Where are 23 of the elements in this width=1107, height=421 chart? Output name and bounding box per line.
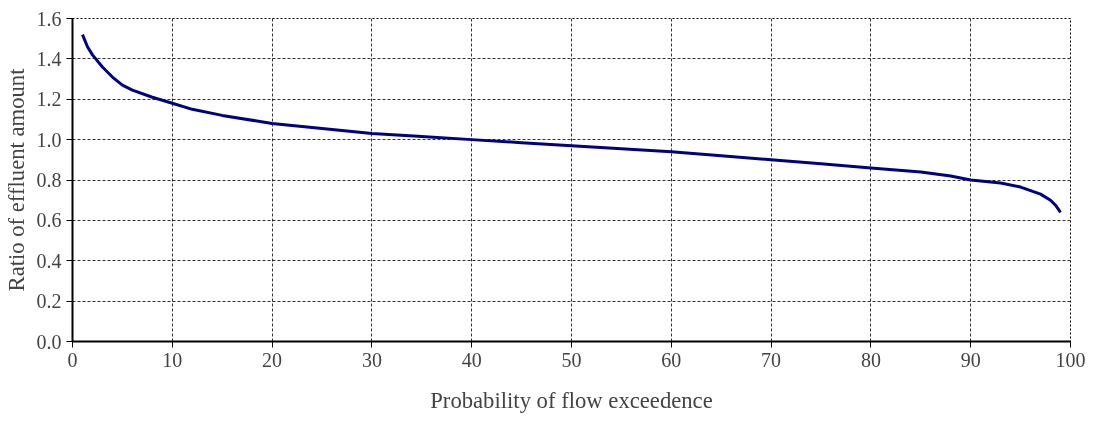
y-tick-label: 0.2 [36, 290, 62, 313]
y-tick-label: 1.0 [36, 128, 62, 151]
y-tick-label: 1.4 [36, 47, 62, 70]
x-tick-label: 0 [67, 348, 78, 371]
y-tick-label: 1.2 [36, 88, 62, 111]
x-tick-label: 30 [361, 348, 382, 371]
x-tick-label: 20 [262, 348, 283, 371]
x-tick-label: 80 [860, 348, 881, 371]
y-tick-label: 1.6 [36, 7, 62, 30]
line-series [80, 33, 1063, 214]
x-axis-title: Probability of flow exceedence [430, 387, 713, 413]
y-axis-title: Ratio of effluent amount [3, 67, 29, 292]
x-tick-label: 60 [661, 348, 682, 371]
x-tick-label: 90 [960, 348, 981, 371]
y-tick-label: 0.4 [36, 249, 62, 272]
x-tick-label: 50 [561, 348, 582, 371]
x-tick-label: 10 [162, 348, 183, 371]
y-tick-label: 0.8 [36, 169, 62, 191]
y-tick-label: 0.0 [36, 330, 62, 353]
x-tick-label: 40 [461, 348, 482, 371]
y-tick-label: 0.6 [36, 209, 62, 232]
x-tick-label: 100 [1055, 348, 1086, 371]
x-tick-label: 70 [761, 348, 782, 371]
